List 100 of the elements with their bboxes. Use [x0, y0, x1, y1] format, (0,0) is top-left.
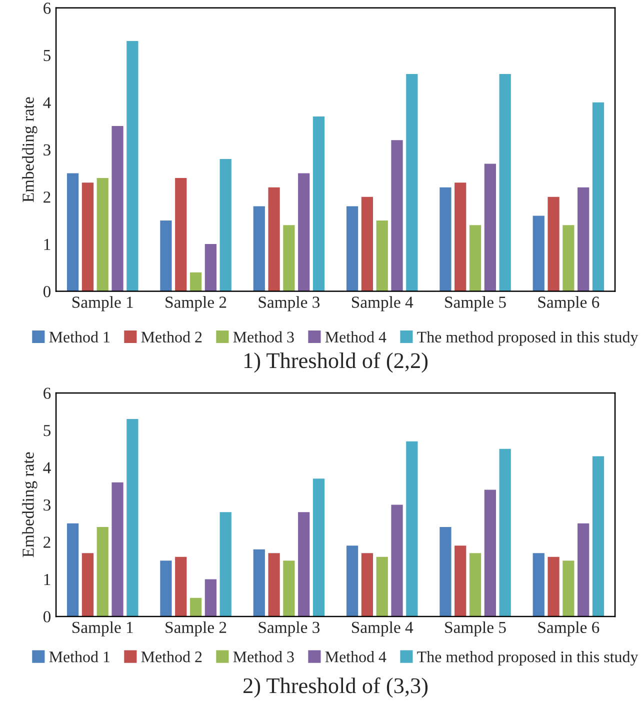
x-tick-label: Sample 5 [445, 296, 506, 312]
bar [548, 556, 560, 616]
y-tick-label: 6 [44, 2, 51, 14]
y-axis-title: Embedding rate [22, 452, 38, 558]
bar [454, 182, 466, 292]
bar [499, 74, 511, 292]
bar [298, 512, 310, 616]
text: 1) Threshold of (2,2) [244, 352, 428, 373]
x-tick-label: Sample 1 [72, 621, 133, 636]
y-tick-label: 3 [44, 144, 51, 156]
bar [499, 448, 511, 616]
y-tick-label: 6 [44, 388, 51, 399]
bar [406, 441, 418, 616]
bar [548, 196, 560, 292]
legend-label: Method 4 [325, 331, 386, 342]
legend-label: The method proposed in this study [417, 651, 638, 666]
bar [376, 220, 388, 292]
bar [96, 527, 108, 616]
bar [454, 546, 466, 616]
bar [126, 419, 138, 616]
y-tick-label: 3 [44, 499, 51, 511]
bar [66, 523, 79, 616]
bar [204, 244, 216, 292]
bar [82, 182, 94, 292]
legend-label: Method 2 [141, 331, 202, 342]
bar [298, 173, 310, 292]
x-tick-label: Sample 4 [352, 296, 414, 312]
legend-label: Method 3 [233, 331, 294, 342]
y-tick-label: 5 [44, 50, 51, 62]
bar [484, 490, 496, 616]
bar [532, 553, 544, 616]
y-tick-label: 0 [43, 611, 51, 622]
legend-label: Method 4 [325, 651, 386, 662]
bar [283, 225, 295, 292]
bar [220, 512, 232, 616]
bar [391, 140, 403, 292]
bar [592, 102, 604, 292]
bar [253, 206, 265, 292]
bar [82, 553, 94, 616]
y-tick-label: 0 [43, 286, 51, 298]
bar [220, 159, 232, 292]
bar [562, 560, 574, 616]
legend-label: Method 3 [233, 651, 294, 662]
bar [253, 549, 265, 616]
bar [532, 216, 544, 292]
bar [190, 272, 202, 292]
text: 2) Threshold of (3,3) [244, 677, 428, 698]
legend-label: Method 2 [141, 651, 202, 662]
bar [112, 482, 124, 616]
x-tick-label: Sample 6 [538, 296, 600, 312]
y-tick-label: 1 [44, 574, 50, 585]
x-tick-label: Sample 3 [258, 296, 320, 312]
legend-label: Method 1 [49, 651, 110, 662]
y-tick-label: 4 [43, 97, 51, 108]
bar [469, 553, 482, 616]
bar [312, 478, 325, 616]
y-tick-label: 2 [44, 536, 50, 548]
bar [204, 579, 216, 616]
bar [283, 560, 295, 616]
bar [578, 187, 590, 292]
bar [66, 173, 79, 292]
legend-label: Method 1 [49, 331, 110, 342]
y-tick-label: 1 [44, 238, 50, 250]
bar [406, 74, 418, 292]
x-tick-label: Sample 2 [166, 296, 226, 312]
y-tick-label: 5 [44, 425, 51, 436]
bar [190, 598, 202, 616]
bar [112, 126, 124, 292]
y-tick-label: 2 [44, 192, 50, 203]
x-tick-label: Sample 6 [538, 621, 600, 636]
bar [592, 456, 604, 616]
bar [578, 523, 590, 616]
bar [562, 225, 574, 292]
y-axis-title: Embedding rate [22, 97, 38, 202]
bar [346, 546, 358, 616]
bar [160, 220, 172, 292]
bar [175, 556, 187, 616]
bar [484, 164, 496, 292]
bar [346, 206, 358, 292]
bar [361, 196, 374, 292]
bar [126, 40, 138, 292]
bar [160, 560, 172, 616]
bar [440, 527, 452, 616]
bar [268, 553, 280, 616]
x-tick-label: Sample 4 [352, 621, 414, 636]
bar [175, 178, 187, 292]
bar [361, 553, 374, 616]
y-tick-label: 4 [43, 462, 51, 474]
bar [312, 116, 325, 292]
x-tick-label: Sample 2 [166, 621, 226, 636]
bar [391, 504, 403, 616]
bar [96, 178, 108, 292]
x-tick-label: Sample 5 [445, 621, 506, 636]
x-tick-label: Sample 3 [258, 621, 320, 636]
bar [268, 187, 280, 292]
bar [376, 556, 388, 616]
x-tick-label: Sample 1 [72, 296, 133, 312]
legend-label: The method proposed in this study [417, 331, 638, 346]
bar [469, 225, 482, 292]
bar [440, 187, 452, 292]
